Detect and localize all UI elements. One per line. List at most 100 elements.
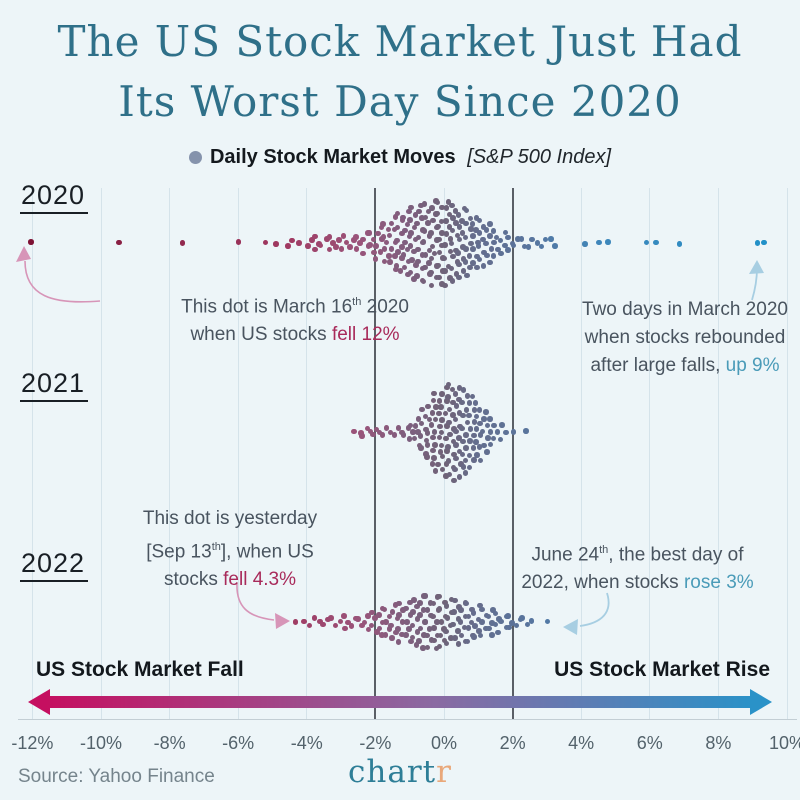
data-dot xyxy=(400,252,407,258)
data-dot xyxy=(330,240,336,246)
annotation-line: June 24th, the best day of xyxy=(531,544,744,566)
data-dot xyxy=(401,264,408,271)
data-dot xyxy=(416,208,422,215)
data-dot xyxy=(374,629,380,635)
data-dot xyxy=(474,452,480,458)
data-dot xyxy=(456,274,462,281)
data-dot xyxy=(425,220,431,226)
data-dot xyxy=(376,612,382,618)
data-dot xyxy=(380,221,386,227)
data-dot xyxy=(471,457,477,463)
data-dot xyxy=(365,626,371,633)
data-dot xyxy=(383,239,390,246)
data-dot xyxy=(462,613,469,620)
gridline xyxy=(580,188,582,719)
data-dot xyxy=(477,632,484,639)
data-dot xyxy=(453,220,459,226)
data-dot xyxy=(424,454,430,460)
data-dot xyxy=(345,619,351,626)
data-dot xyxy=(460,268,467,274)
data-dot xyxy=(534,240,541,246)
data-dot xyxy=(498,618,504,625)
data-dot xyxy=(412,212,419,218)
data-dot xyxy=(399,230,405,237)
data-dot xyxy=(383,425,390,431)
data-dot xyxy=(379,632,385,638)
data-dot xyxy=(487,221,493,227)
arrow-right-head-icon xyxy=(750,689,772,715)
data-dot xyxy=(420,239,427,245)
data-dot xyxy=(434,632,441,639)
data-dot xyxy=(399,255,405,261)
data-dot xyxy=(435,262,442,269)
data-dot xyxy=(458,461,464,467)
data-dot xyxy=(481,249,487,256)
data-dot xyxy=(426,247,433,254)
data-dot xyxy=(415,246,421,252)
data-dot xyxy=(434,619,440,625)
data-dot xyxy=(436,410,442,417)
data-dot xyxy=(472,400,479,406)
data-dot xyxy=(417,625,424,632)
data-dot xyxy=(430,217,436,224)
data-dot xyxy=(452,208,459,214)
data-dot xyxy=(361,619,368,626)
data-dot xyxy=(432,416,439,423)
data-dot xyxy=(434,210,441,217)
data-dot xyxy=(438,218,445,225)
data-dot xyxy=(343,239,350,246)
data-dot xyxy=(509,620,515,626)
data-dot xyxy=(441,637,448,644)
data-dot xyxy=(431,390,437,397)
data-dot xyxy=(453,403,460,409)
data-dot xyxy=(442,282,448,289)
data-dot xyxy=(424,442,431,448)
data-dot xyxy=(498,250,504,257)
data-dot xyxy=(469,221,476,227)
data-dot xyxy=(422,264,428,271)
data-dot xyxy=(470,445,476,451)
data-dot xyxy=(306,622,313,629)
data-dot xyxy=(394,224,401,231)
data-dot xyxy=(430,613,436,620)
data-dot xyxy=(388,246,395,252)
data-dot xyxy=(445,394,451,400)
data-dot xyxy=(406,208,412,215)
data-dot xyxy=(450,438,457,445)
data-dot xyxy=(506,624,512,631)
data-dot xyxy=(455,250,461,256)
data-dot xyxy=(382,632,389,638)
data-dot xyxy=(424,607,431,613)
data-dot xyxy=(438,619,445,625)
data-dot xyxy=(439,230,445,236)
data-dot xyxy=(446,471,453,478)
data-dot xyxy=(447,431,453,438)
data-dot xyxy=(385,226,392,233)
data-dot xyxy=(465,613,472,620)
data-dot xyxy=(408,230,414,236)
legend-sublabel: [S&P 500 Index] xyxy=(467,146,612,168)
data-dot xyxy=(467,264,473,271)
data-dot xyxy=(378,224,385,231)
annotation-line: 2022, when stocks rose 3% xyxy=(521,572,754,594)
data-dot xyxy=(386,232,393,239)
data-dot xyxy=(408,638,414,645)
data-dot xyxy=(429,243,436,250)
logo-main: chart xyxy=(348,754,437,790)
data-dot xyxy=(451,451,457,458)
data-dot xyxy=(445,199,452,205)
data-dot xyxy=(431,250,438,257)
data-dot xyxy=(459,451,466,458)
data-dot xyxy=(548,236,554,242)
data-dot xyxy=(456,236,463,243)
data-dot xyxy=(455,641,462,647)
data-dot xyxy=(436,434,443,441)
data-dot xyxy=(328,615,334,621)
data-dot xyxy=(413,642,420,648)
data-dot xyxy=(296,240,302,246)
data-dot xyxy=(448,635,454,641)
data-dot xyxy=(373,426,380,433)
data-dot xyxy=(515,236,521,242)
data-dot xyxy=(400,607,406,613)
fall-rise-gradient-arrow xyxy=(28,689,772,715)
